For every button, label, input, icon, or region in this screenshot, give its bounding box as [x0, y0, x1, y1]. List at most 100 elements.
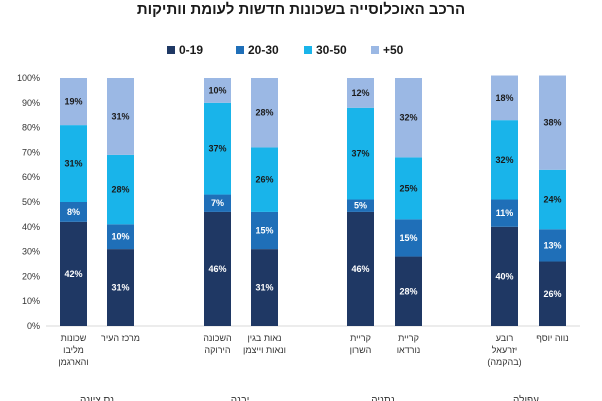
legend-entry: 0-19	[179, 43, 203, 57]
bar-segment	[204, 194, 231, 212]
legend-entry: 30-50	[316, 43, 347, 57]
y-tick-label: 10%	[22, 296, 40, 306]
data-label: 28%	[111, 185, 129, 195]
bar-segment	[347, 211, 374, 326]
data-label: 25%	[399, 183, 417, 193]
data-label: 10%	[111, 232, 129, 242]
y-tick-label: 60%	[22, 172, 40, 182]
data-label: 28%	[399, 286, 417, 296]
bar-segment	[491, 199, 518, 227]
data-label: 26%	[543, 289, 561, 299]
data-label: 10%	[208, 85, 226, 95]
data-label: 40%	[495, 271, 513, 281]
data-label: 18%	[495, 93, 513, 103]
category-label: נאות בגין	[247, 333, 281, 343]
bar-segment	[539, 261, 566, 326]
data-label: 13%	[543, 240, 561, 250]
bar-segment	[60, 78, 87, 126]
data-label: 8%	[67, 207, 80, 217]
data-label: 37%	[208, 144, 226, 154]
category-label: (בהקמה)	[487, 357, 521, 367]
category-label: קריית	[398, 333, 419, 343]
bar-segment	[539, 169, 566, 230]
bar-segment	[251, 249, 278, 326]
data-label: 15%	[255, 226, 273, 236]
bar-segment	[204, 211, 231, 326]
data-label: 31%	[111, 283, 129, 293]
bar-segment	[107, 154, 134, 225]
category-label: קריית	[350, 333, 371, 343]
category-label: השרון	[350, 345, 372, 355]
group-label: נס ציונה	[80, 395, 114, 401]
category-label: רובע	[496, 333, 514, 343]
data-label: 31%	[64, 159, 82, 169]
legend-swatch	[371, 46, 379, 54]
bar-segment	[395, 256, 422, 326]
data-label: 31%	[111, 111, 129, 121]
data-label: 15%	[399, 233, 417, 243]
category-label: נורדאו	[397, 345, 421, 355]
bar-segment	[491, 75, 518, 121]
bar-segment	[347, 78, 374, 108]
legend-swatch	[167, 46, 175, 54]
bar-segment	[347, 107, 374, 200]
group-label: עפולה	[513, 394, 539, 401]
data-label: 32%	[399, 113, 417, 123]
category-label: והארגמן	[58, 357, 88, 367]
bar-segment	[251, 147, 278, 212]
legend-entry: 20-30	[248, 43, 279, 57]
data-label: 11%	[496, 208, 514, 218]
group-label: יבנה	[231, 395, 250, 401]
legend-entry: +50	[383, 43, 404, 57]
data-label: 32%	[495, 155, 513, 165]
group-label: נתניה	[371, 395, 395, 401]
bar-segment	[395, 157, 422, 220]
data-label: 38%	[543, 118, 561, 128]
bar-segment	[347, 199, 374, 212]
data-label: 46%	[208, 264, 226, 274]
data-label: 7%	[211, 198, 224, 208]
bar-segment	[107, 249, 134, 326]
y-tick-label: 80%	[22, 123, 40, 133]
bar-segment	[60, 202, 87, 222]
bar-segment	[539, 229, 566, 262]
bar-segment	[107, 78, 134, 155]
y-tick-label: 100%	[17, 73, 40, 83]
y-tick-label: 0%	[27, 321, 40, 331]
category-label: שכונות	[61, 333, 87, 343]
chart-title: הרכב האוכלוסייה בשכונות חדשות לעומת וותי…	[136, 1, 466, 18]
data-label: 46%	[351, 264, 369, 274]
data-label: 28%	[255, 108, 273, 118]
category-label: השכונה	[203, 333, 232, 343]
legend-swatch	[236, 46, 244, 54]
category-label: נווה יוסף	[536, 333, 568, 343]
bar-segment	[395, 78, 422, 158]
bar-segment	[395, 219, 422, 257]
data-label: 5%	[354, 201, 367, 211]
data-label: 26%	[255, 175, 273, 185]
y-tick-label: 50%	[22, 197, 40, 207]
bar-segment	[60, 221, 87, 326]
data-label: 37%	[351, 149, 369, 159]
y-tick-label: 40%	[22, 222, 40, 232]
bar-segment	[251, 78, 278, 148]
category-label: ונאות וייצמן	[243, 345, 286, 355]
data-label: 42%	[64, 269, 82, 279]
legend-swatch	[304, 46, 312, 54]
category-label: מרכז העיר	[101, 333, 140, 343]
y-tick-label: 90%	[22, 98, 40, 108]
bar-segment	[491, 226, 518, 326]
data-label: 12%	[351, 88, 369, 98]
bar-segment	[539, 75, 566, 170]
category-label: הירוקה	[204, 345, 230, 355]
bar-segment	[107, 224, 134, 250]
bar-segment	[251, 211, 278, 250]
data-label: 19%	[64, 97, 82, 107]
data-label: 24%	[543, 195, 561, 205]
bar-segment	[204, 102, 231, 195]
category-label: יזרעאל	[492, 345, 518, 355]
y-tick-label: 30%	[22, 247, 40, 257]
category-label: מליבו	[63, 345, 84, 355]
y-tick-label: 20%	[22, 271, 40, 281]
